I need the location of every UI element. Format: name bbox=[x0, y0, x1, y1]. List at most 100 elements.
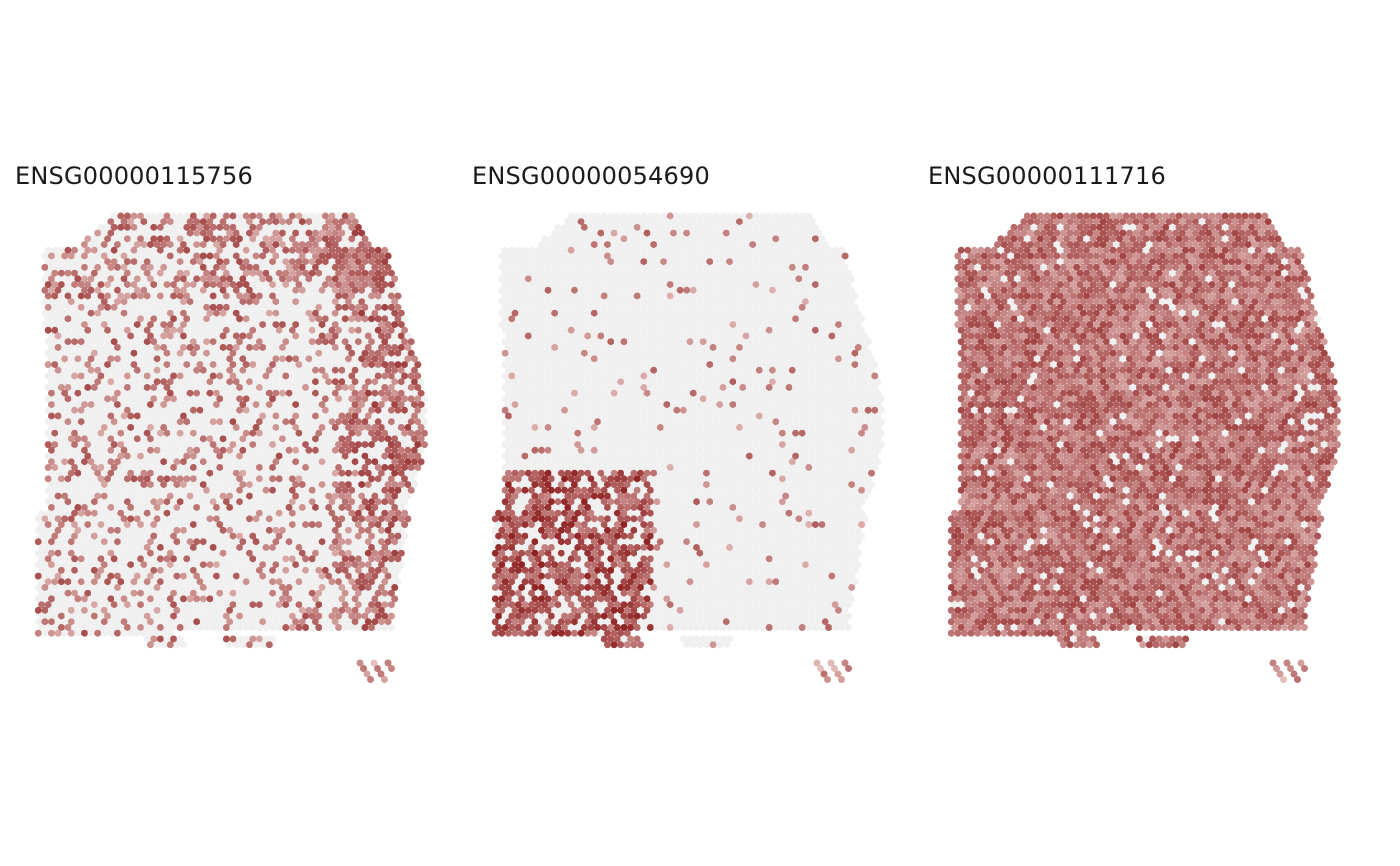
spot bbox=[130, 406, 138, 414]
spot bbox=[160, 389, 168, 397]
spot bbox=[57, 509, 65, 517]
spot bbox=[100, 378, 108, 386]
spot bbox=[752, 212, 760, 220]
spot bbox=[361, 326, 369, 334]
spot bbox=[127, 218, 135, 226]
spot bbox=[90, 624, 98, 631]
spot bbox=[94, 332, 102, 340]
spot bbox=[285, 515, 293, 523]
spot bbox=[404, 424, 412, 431]
spot bbox=[348, 624, 356, 631]
spot bbox=[259, 309, 267, 317]
spot bbox=[282, 612, 290, 620]
spot bbox=[331, 515, 339, 523]
spot bbox=[597, 218, 605, 226]
spot bbox=[511, 298, 519, 306]
spot bbox=[265, 515, 273, 523]
spot bbox=[292, 538, 300, 546]
spot bbox=[183, 509, 191, 517]
spot bbox=[759, 223, 767, 231]
spot bbox=[170, 292, 178, 300]
spot bbox=[186, 366, 194, 374]
spot bbox=[44, 303, 52, 311]
spot bbox=[199, 606, 207, 614]
spot bbox=[785, 269, 793, 277]
spot bbox=[358, 366, 366, 374]
spot bbox=[67, 492, 75, 500]
spot bbox=[110, 246, 118, 254]
spot bbox=[282, 326, 290, 334]
spot bbox=[620, 246, 628, 254]
spot bbox=[147, 401, 154, 409]
spot bbox=[133, 595, 141, 603]
spot bbox=[120, 538, 128, 546]
spot bbox=[534, 292, 542, 300]
spot bbox=[229, 406, 237, 414]
spot bbox=[351, 572, 359, 580]
spot bbox=[610, 252, 618, 260]
spot bbox=[325, 561, 333, 569]
spot bbox=[308, 555, 316, 563]
spot bbox=[653, 281, 661, 289]
spot bbox=[335, 589, 343, 597]
spot bbox=[676, 298, 684, 306]
spot bbox=[381, 246, 389, 254]
spot bbox=[71, 612, 79, 620]
spot bbox=[160, 515, 168, 523]
spot bbox=[302, 418, 310, 426]
spot bbox=[51, 281, 59, 289]
spot bbox=[272, 458, 280, 466]
spot bbox=[262, 578, 270, 586]
spot bbox=[404, 378, 412, 386]
spot bbox=[176, 372, 184, 380]
spot bbox=[312, 492, 319, 500]
spot bbox=[74, 492, 82, 500]
spot bbox=[364, 366, 372, 374]
spot bbox=[249, 635, 257, 643]
spot bbox=[318, 526, 326, 534]
spot bbox=[752, 281, 760, 289]
spot bbox=[312, 412, 319, 420]
spot bbox=[176, 464, 184, 471]
spot bbox=[203, 258, 211, 266]
spot bbox=[643, 275, 651, 283]
spot bbox=[236, 338, 244, 346]
spot bbox=[127, 241, 135, 249]
spot bbox=[166, 263, 174, 271]
spot bbox=[364, 458, 372, 466]
spot bbox=[302, 429, 310, 437]
spot bbox=[222, 464, 230, 471]
spot bbox=[259, 469, 267, 477]
spot bbox=[295, 441, 303, 449]
spot bbox=[315, 498, 323, 506]
spot bbox=[331, 355, 339, 363]
spot bbox=[275, 235, 283, 243]
spot bbox=[97, 452, 105, 460]
spot bbox=[87, 538, 95, 546]
spot bbox=[361, 235, 369, 243]
spot bbox=[216, 429, 224, 437]
spot bbox=[193, 366, 201, 374]
spot bbox=[219, 286, 227, 294]
spot bbox=[660, 258, 668, 266]
spot bbox=[170, 372, 178, 380]
spot bbox=[557, 275, 565, 283]
spot bbox=[331, 401, 339, 409]
spot bbox=[358, 561, 366, 569]
spot bbox=[199, 366, 207, 374]
spot bbox=[285, 332, 293, 340]
spot bbox=[203, 372, 211, 380]
spot bbox=[351, 321, 359, 329]
spot bbox=[305, 618, 313, 626]
spot bbox=[302, 498, 310, 506]
spot bbox=[282, 509, 290, 517]
spot bbox=[646, 292, 654, 300]
spot bbox=[239, 218, 247, 226]
spot bbox=[255, 601, 263, 609]
spot bbox=[242, 269, 250, 277]
spot bbox=[262, 361, 270, 369]
spot bbox=[368, 532, 376, 540]
spot bbox=[143, 269, 151, 277]
spot bbox=[104, 418, 112, 426]
spot bbox=[104, 258, 112, 266]
